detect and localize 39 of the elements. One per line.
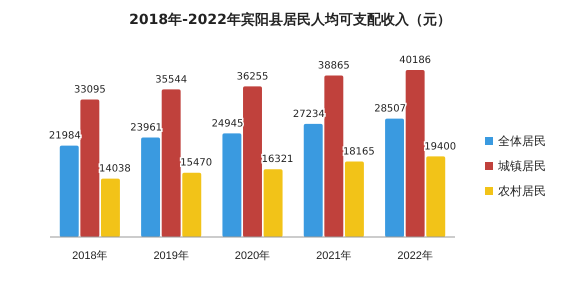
legend-label: 农村居民	[498, 184, 546, 198]
bar	[222, 133, 242, 237]
bar	[80, 100, 100, 237]
bar	[60, 146, 79, 237]
data-label: 18165	[342, 146, 375, 158]
bar	[182, 172, 202, 237]
legend-label: 全体居民	[498, 134, 546, 148]
data-label: 33095	[74, 84, 106, 96]
data-label: 38865	[318, 60, 350, 72]
data-label: 21984	[48, 130, 81, 142]
chart-title: 2018年-2022年宾阳县居民人均可支配收入（元）	[129, 11, 451, 28]
bar	[141, 137, 160, 237]
bar	[324, 76, 344, 237]
x-tick-label: 2018年	[72, 250, 108, 262]
data-label: 23961	[130, 122, 162, 134]
data-label: 16321	[262, 154, 294, 166]
bar	[264, 169, 283, 237]
data-label: 19400	[424, 141, 456, 152]
x-tick-label: 2019年	[153, 250, 189, 262]
data-label: 36255	[236, 71, 268, 82]
bar	[385, 118, 404, 237]
bar	[304, 124, 323, 237]
legend-label: 城镇居民	[497, 159, 546, 173]
bar	[344, 162, 364, 237]
data-label: 24945	[212, 118, 244, 130]
bar	[243, 86, 262, 237]
x-tick-label: 2020年	[234, 250, 270, 262]
data-label: 35544	[155, 74, 188, 86]
data-label: 40186	[399, 55, 432, 66]
x-tick-label: 2021年	[316, 250, 352, 262]
data-label: 28507	[374, 104, 406, 115]
bar	[426, 156, 446, 237]
data-label: 14038	[98, 164, 131, 175]
data-label: 27234	[292, 108, 325, 120]
data-label: 15470	[180, 158, 212, 169]
bar	[100, 178, 120, 237]
bar	[162, 89, 181, 237]
x-tick-label: 2022年	[397, 250, 433, 262]
bar	[406, 70, 425, 237]
